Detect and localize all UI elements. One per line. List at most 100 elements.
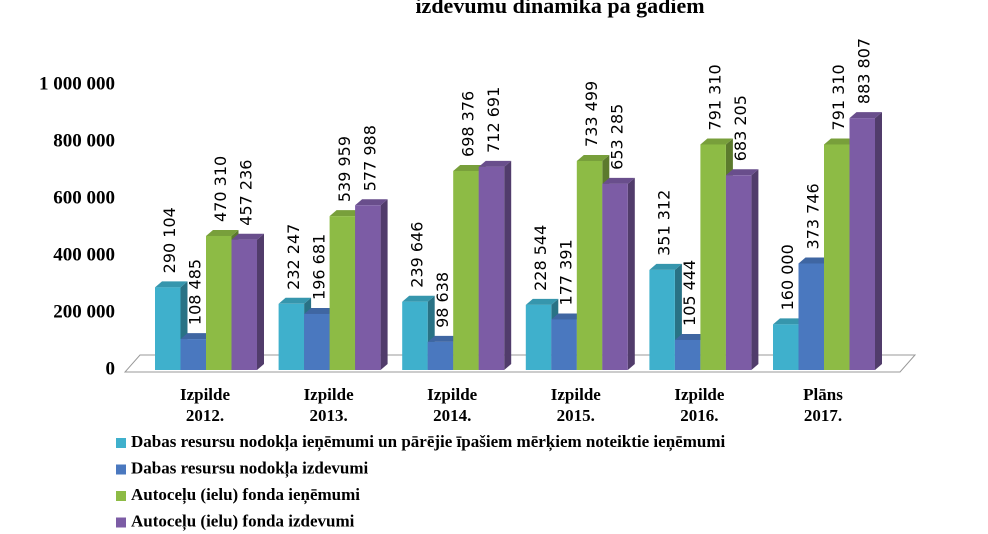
bar-side xyxy=(875,112,882,371)
bar-top xyxy=(304,307,337,314)
legend-swatch xyxy=(116,517,126,528)
value-label: 108 485 xyxy=(186,259,205,325)
bar-side xyxy=(627,177,635,370)
bar-front xyxy=(849,118,875,370)
value-label: 457 236 xyxy=(237,160,256,226)
bar-top xyxy=(602,177,635,184)
bar-top xyxy=(551,313,584,320)
x-tick-label: Izpilde 2013. xyxy=(304,385,355,425)
bar-front xyxy=(231,239,257,370)
bar xyxy=(849,112,882,371)
x-tick-label: Izpilde 2016. xyxy=(674,385,725,425)
bar-front xyxy=(525,304,552,370)
x-tick-label: Plāns 2017. xyxy=(803,385,843,425)
bar-front xyxy=(824,144,850,370)
bar xyxy=(725,169,759,370)
bar-top xyxy=(725,169,759,176)
bar-top xyxy=(478,160,512,167)
y-tick-label: 200 000 xyxy=(53,301,115,322)
value-label: 698 376 xyxy=(458,91,477,157)
value-label: 160 000 xyxy=(778,244,797,310)
bar-top xyxy=(525,298,559,305)
bar-top xyxy=(849,112,882,119)
value-label: 683 205 xyxy=(731,95,750,161)
bar xyxy=(478,160,512,370)
value-label: 196 681 xyxy=(309,234,328,300)
value-label: 653 285 xyxy=(608,104,627,170)
bar-front xyxy=(453,170,479,370)
bar-front xyxy=(674,339,701,370)
value-label: 98 638 xyxy=(433,272,452,328)
legend-label: Dabas resursu nodokļa izdevumi xyxy=(131,458,369,478)
x-tick-label: Izpilde 2012. xyxy=(180,385,231,425)
value-label: 232 247 xyxy=(284,224,303,290)
bar-front xyxy=(478,166,505,370)
bar-front xyxy=(602,183,628,370)
bar-top xyxy=(427,335,461,342)
value-label: 177 391 xyxy=(557,239,576,305)
legend-label: Autoceļu (ielu) fonda izdevumi xyxy=(131,511,355,531)
bar xyxy=(602,177,635,370)
value-label: 791 310 xyxy=(829,64,848,130)
legend-swatch xyxy=(116,464,126,475)
bar-front xyxy=(329,216,356,370)
value-label: 228 544 xyxy=(531,225,550,291)
bar-front xyxy=(304,313,330,370)
x-tick-label: Izpilde 2014. xyxy=(427,385,478,425)
value-label: 351 312 xyxy=(655,190,674,256)
value-label: 577 988 xyxy=(360,125,379,191)
bar-top xyxy=(674,333,708,340)
bar-top xyxy=(402,295,435,302)
bar-front xyxy=(278,303,305,370)
value-label: 883 807 xyxy=(855,38,874,104)
bar-side xyxy=(751,169,759,370)
value-label: 712 691 xyxy=(484,87,503,153)
bar-top xyxy=(231,233,264,240)
bar-top xyxy=(206,229,239,236)
bar-front xyxy=(649,269,675,370)
bar-top xyxy=(155,281,188,288)
legend-label: Autoceļu (ielu) fonda ieņēmumi xyxy=(131,485,360,505)
bar-front xyxy=(402,301,428,370)
bar-top xyxy=(576,154,610,161)
bar-side xyxy=(380,199,388,370)
value-label: 791 310 xyxy=(706,64,725,130)
bar xyxy=(355,199,388,370)
y-tick-label: 800 000 xyxy=(53,130,115,151)
bar-front xyxy=(700,144,726,370)
value-label: 539 959 xyxy=(335,136,354,202)
bar-side xyxy=(257,233,264,370)
bar-top xyxy=(278,297,312,304)
bar-front xyxy=(355,205,381,370)
y-tick-label: 600 000 xyxy=(53,187,115,208)
bar-top xyxy=(649,263,682,270)
bar-front xyxy=(427,341,454,370)
bar-front xyxy=(206,235,232,370)
bar-front xyxy=(798,263,824,370)
bar-front xyxy=(576,160,603,370)
value-label: 290 104 xyxy=(160,207,179,273)
value-label: 373 746 xyxy=(804,183,823,249)
bar-front xyxy=(773,324,799,370)
bar-front xyxy=(725,175,752,370)
bar-top xyxy=(700,138,733,145)
value-label: 470 310 xyxy=(211,156,230,222)
bar-side xyxy=(504,160,512,370)
bar-front xyxy=(180,339,206,370)
legend-swatch xyxy=(116,438,126,448)
bar-front xyxy=(155,287,181,370)
bar-top xyxy=(773,318,806,325)
x-tick-label: Izpilde 2015. xyxy=(551,385,602,425)
y-tick-label: 1 000 000 xyxy=(39,73,115,94)
bar-top xyxy=(798,257,831,264)
value-label: 239 646 xyxy=(407,222,426,288)
bar-top xyxy=(329,210,363,217)
bar-top xyxy=(180,333,213,340)
legend-label: Dabas resursu nodokļa ieņēmumi un pārēji… xyxy=(131,432,725,452)
bar-top xyxy=(453,164,486,171)
bar-top xyxy=(824,138,857,145)
bar xyxy=(231,233,264,370)
y-tick-label: 400 000 xyxy=(53,244,115,265)
legend-swatch xyxy=(116,491,126,501)
